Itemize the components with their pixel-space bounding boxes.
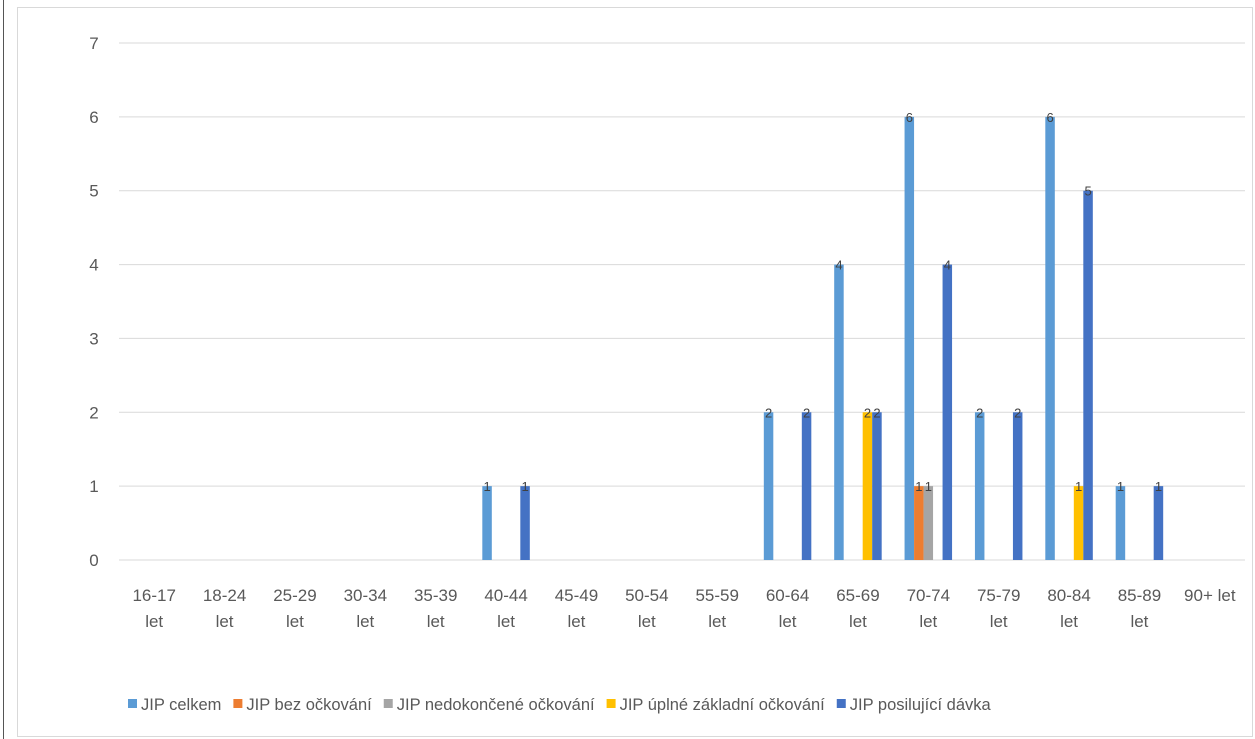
bar xyxy=(904,116,915,560)
data-label: 2 xyxy=(976,405,983,420)
y-axis-labels: 0 1 2 3 4 5 6 7 xyxy=(89,34,98,570)
bar xyxy=(862,412,873,560)
bar xyxy=(801,412,812,560)
x-tick-label: 70-74 xyxy=(907,586,950,605)
data-label: 1 xyxy=(521,479,528,494)
y-tick-label: 5 xyxy=(89,182,98,201)
x-axis-labels: 16-17 let 18-24 let 25-29 let 30-34 let 35-39 let… xyxy=(132,586,1235,631)
y-tick-label: 6 xyxy=(89,108,98,127)
x-tick-label: 75-79 xyxy=(977,586,1020,605)
bar xyxy=(1073,486,1084,560)
x-tick-label: 45-49 xyxy=(555,586,598,605)
bar xyxy=(914,486,924,560)
y-tick-label: 0 xyxy=(89,551,98,570)
bar xyxy=(520,486,530,560)
x-tick-label: 80-84 xyxy=(1047,586,1090,605)
y-tick-label: 1 xyxy=(89,477,98,496)
x-tick-label: let xyxy=(356,612,374,631)
x-tick-label: let xyxy=(779,612,797,631)
gridlines xyxy=(119,42,1245,561)
legend-label: JIP úplné základní očkování xyxy=(620,696,826,714)
bar xyxy=(763,412,774,560)
y-tick-label: 2 xyxy=(89,403,98,422)
data-label: 1 xyxy=(925,479,932,494)
x-tick-label: let xyxy=(145,612,163,631)
y-tick-label: 4 xyxy=(89,256,98,275)
bar xyxy=(1115,486,1126,560)
bar xyxy=(482,486,492,560)
data-label: 6 xyxy=(906,110,913,125)
x-tick-label: 85-89 xyxy=(1118,586,1161,605)
x-tick-label: 35-39 xyxy=(414,586,457,605)
legend-swatch xyxy=(836,699,846,708)
data-label: 2 xyxy=(873,405,880,420)
data-label: 6 xyxy=(1046,110,1053,125)
x-tick-label: 55-59 xyxy=(695,586,738,605)
bar xyxy=(1083,190,1093,560)
x-tick-label: 60-64 xyxy=(766,586,809,605)
x-tick-label: let xyxy=(708,612,726,631)
x-tick-label: let xyxy=(1130,612,1148,631)
legend-label: JIP bez očkování xyxy=(246,696,372,714)
legend-swatch xyxy=(128,699,137,708)
data-label: 1 xyxy=(915,479,922,494)
legend-entry: JIP celkem xyxy=(128,696,221,714)
x-tick-label: 30-34 xyxy=(344,586,387,605)
bar xyxy=(1153,486,1164,560)
bar xyxy=(872,412,882,560)
x-tick-label: let xyxy=(849,612,867,631)
x-tick-label: 18-24 xyxy=(203,586,246,605)
data-label: 1 xyxy=(1155,479,1162,494)
x-tick-label: let xyxy=(497,612,515,631)
x-tick-label: let xyxy=(216,612,234,631)
x-tick-label: let xyxy=(638,612,656,631)
x-tick-label: 50-54 xyxy=(625,586,668,605)
legend-entry: JIP úplné základní očkování xyxy=(606,696,826,714)
legend-entry: JIP bez očkování xyxy=(233,696,372,714)
data-label: 1 xyxy=(483,479,490,494)
legend: JIP celkem JIP bez očkování JIP nedokončen… xyxy=(128,696,992,714)
x-tick-label: let xyxy=(567,612,585,631)
data-label: 2 xyxy=(1014,405,1021,420)
bar xyxy=(942,264,953,560)
legend-entry: JIP posilující dávka xyxy=(836,696,992,714)
x-tick-label: let xyxy=(427,612,445,631)
data-label: 2 xyxy=(803,405,810,420)
x-tick-label: 65-69 xyxy=(836,586,879,605)
data-label: 2 xyxy=(864,405,871,420)
bar xyxy=(1045,116,1055,560)
bar xyxy=(1012,412,1023,560)
bar xyxy=(834,264,844,560)
x-tick-label: 16-17 xyxy=(132,586,175,605)
data-label: 5 xyxy=(1084,184,1091,199)
legend-label: JIP posilující dávka xyxy=(850,696,992,714)
bars xyxy=(482,116,1164,560)
data-label: 4 xyxy=(835,258,842,273)
x-tick-label: 25-29 xyxy=(273,586,316,605)
data-label: 4 xyxy=(944,258,951,273)
data-label: 1 xyxy=(1117,479,1124,494)
legend-swatch xyxy=(606,699,616,708)
legend-label: JIP celkem xyxy=(141,696,221,714)
bar xyxy=(974,412,985,560)
x-tick-label: let xyxy=(990,612,1008,631)
x-tick-label: let xyxy=(919,612,937,631)
legend-swatch xyxy=(233,699,243,708)
data-label: 1 xyxy=(1075,479,1082,494)
data-label: 2 xyxy=(765,405,772,420)
y-tick-label: 7 xyxy=(89,34,98,53)
y-tick-label: 3 xyxy=(89,329,98,348)
x-tick-label: let xyxy=(1060,612,1078,631)
bar xyxy=(923,486,934,560)
legend-label: JIP nedokončené očkování xyxy=(397,696,595,714)
x-tick-label: let xyxy=(286,612,304,631)
legend-entry: JIP nedokončené očkování xyxy=(383,696,595,714)
legend-swatch xyxy=(383,699,393,708)
x-tick-label: 90+ let xyxy=(1184,586,1236,605)
left-border-line xyxy=(3,0,4,739)
x-tick-label: 40-44 xyxy=(484,586,527,605)
